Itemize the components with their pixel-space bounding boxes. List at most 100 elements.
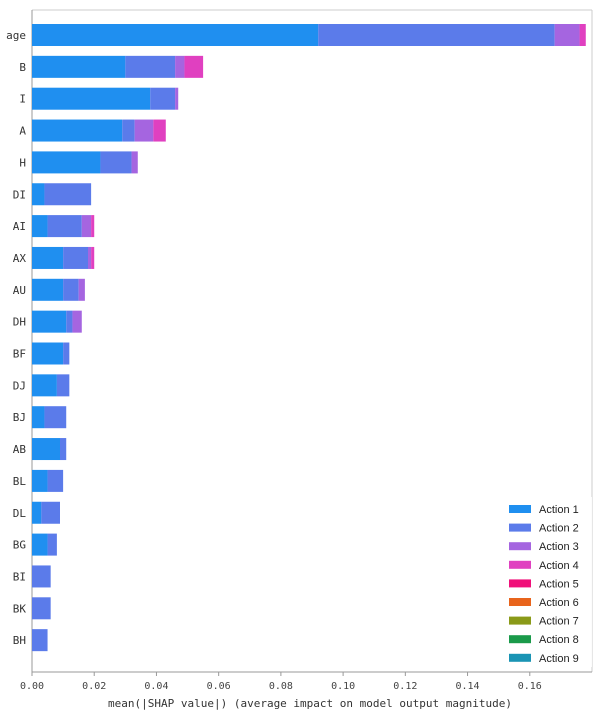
bar-segment-AI-action-2 xyxy=(47,215,82,238)
bar-segment-AU-action-3 xyxy=(78,278,85,301)
bar-segment-AI-action-1 xyxy=(32,215,48,238)
legend-label-action-1: Action 1 xyxy=(539,504,579,516)
x-tick-label: 0.00 xyxy=(20,681,44,692)
bar-segment-AU-action-1 xyxy=(32,278,64,301)
bar-segment-DJ-action-1 xyxy=(32,374,57,397)
bar-segment-BI-action-2 xyxy=(32,565,51,588)
legend-label-action-2: Action 2 xyxy=(539,523,579,535)
bar-segment-H-action-1 xyxy=(32,151,101,174)
bar-segment-age-action-1 xyxy=(32,24,319,46)
legend-label-action-5: Action 5 xyxy=(539,578,579,590)
bar-segment-AB-action-1 xyxy=(32,438,60,461)
bar-segment-DH-action-3 xyxy=(72,310,82,333)
bar-segment-DI-action-2 xyxy=(44,183,92,206)
bar-segment-AX-action-4 xyxy=(91,246,95,269)
legend-swatch-action-6 xyxy=(509,598,531,606)
legend-label-action-4: Action 4 xyxy=(539,560,579,572)
x-tick-label: 0.16 xyxy=(518,681,542,692)
bar-segment-BF-action-1 xyxy=(32,342,64,365)
bar-segment-AX-action-3 xyxy=(88,246,92,269)
bar-segment-AX-action-2 xyxy=(63,246,88,269)
legend-swatch-action-7 xyxy=(509,616,531,625)
legend-swatch-action-1 xyxy=(509,505,531,513)
legend-label-action-7: Action 7 xyxy=(539,616,579,628)
bar-segment-DH-action-2 xyxy=(66,310,73,333)
category-label-DL: DL xyxy=(13,507,27,520)
x-axis-ticks: 0.00 0.02 0.04 0.06 0.08 0.10 0.12 0.14 0.16 xyxy=(20,672,542,692)
legend-label-action-8: Action 8 xyxy=(539,634,579,646)
bar-segment-A-action-1 xyxy=(32,119,123,142)
bar-segment-age-action-2 xyxy=(318,24,555,46)
x-axis-title: mean(|SHAP value|) (average impact on mo… xyxy=(108,697,512,710)
bar-segment-BL-action-2 xyxy=(47,469,64,492)
legend-swatch-action-4 xyxy=(509,560,531,569)
bar-segment-DJ-action-2 xyxy=(56,374,70,397)
bar-segment-age-action-4 xyxy=(579,24,586,46)
category-label-BJ: BJ xyxy=(13,411,26,424)
bar-segment-AB-action-2 xyxy=(60,438,67,461)
bar-segment-age-action-3 xyxy=(554,24,580,46)
bar-segment-AI-action-3 xyxy=(81,215,92,238)
bar-segment-B-action-2 xyxy=(125,55,176,78)
bar-segment-BG-action-1 xyxy=(32,533,48,556)
bar-segment-A-action-2 xyxy=(122,119,135,142)
bar-segment-DH-action-1 xyxy=(32,310,67,333)
legend-label-action-9: Action 9 xyxy=(539,653,579,665)
x-tick-label: 0.04 xyxy=(144,681,168,692)
category-label-H: H xyxy=(19,156,26,169)
category-label-BF: BF xyxy=(13,348,26,361)
bar-segment-B-action-1 xyxy=(32,55,126,78)
bar-segment-BG-action-2 xyxy=(47,533,57,556)
x-tick-label: 0.14 xyxy=(456,681,480,692)
bar-segment-A-action-3 xyxy=(134,119,154,142)
bar-segment-I-action-2 xyxy=(150,87,176,110)
category-label-BH: BH xyxy=(13,634,26,647)
x-tick-label: 0.02 xyxy=(82,681,106,692)
bar-segment-AI-action-4 xyxy=(91,215,95,238)
bar-segment-H-action-2 xyxy=(100,151,132,174)
bars-group xyxy=(32,24,586,652)
legend-label-action-3: Action 3 xyxy=(539,541,579,553)
bar-segment-I-action-1 xyxy=(32,87,151,110)
bar-segment-DL-action-1 xyxy=(32,501,42,524)
legend-swatch-action-9 xyxy=(509,653,531,662)
category-label-BL: BL xyxy=(13,475,27,488)
bar-segment-B-action-4 xyxy=(184,55,204,78)
category-label-AI: AI xyxy=(13,220,26,233)
category-label-DH: DH xyxy=(13,316,26,329)
bar-segment-BJ-action-2 xyxy=(44,406,67,429)
x-tick-label: 0.12 xyxy=(393,681,417,692)
bar-segment-AX-action-1 xyxy=(32,246,64,269)
category-label-B: B xyxy=(19,61,26,74)
category-label-DI: DI xyxy=(13,188,26,201)
category-label-BG: BG xyxy=(13,539,26,552)
bar-segment-DL-action-2 xyxy=(41,501,60,524)
bar-segment-BJ-action-1 xyxy=(32,406,45,429)
bar-segment-AU-action-2 xyxy=(63,278,79,301)
legend-swatch-action-8 xyxy=(509,635,531,644)
category-label-age: age xyxy=(6,29,26,42)
bar-segment-DI-action-1 xyxy=(32,183,45,206)
bar-segment-BL-action-1 xyxy=(32,469,48,492)
category-label-AB: AB xyxy=(13,443,27,456)
bar-segment-H-action-3 xyxy=(131,151,138,174)
bar-segment-BK-action-2 xyxy=(32,597,51,620)
legend-swatch-action-2 xyxy=(509,523,531,532)
x-tick-label: 0.10 xyxy=(331,681,355,692)
bar-segment-BH-action-2 xyxy=(32,629,48,652)
category-label-AX: AX xyxy=(13,252,27,265)
legend: Action 1 Action 2 Action 3 Action 4 Action 5… xyxy=(500,497,592,667)
bar-segment-A-action-4 xyxy=(153,119,166,142)
legend-label-action-6: Action 6 xyxy=(539,597,579,609)
legend-swatch-action-5 xyxy=(509,579,531,588)
category-label-BK: BK xyxy=(13,602,27,615)
legend-swatch-action-3 xyxy=(509,542,531,551)
category-label-AU: AU xyxy=(13,284,26,297)
x-tick-label: 0.08 xyxy=(269,681,293,692)
bar-segment-B-action-3 xyxy=(175,55,185,78)
category-label-DJ: DJ xyxy=(13,379,26,392)
bar-segment-BF-action-2 xyxy=(63,342,70,365)
category-label-BI: BI xyxy=(13,570,26,583)
